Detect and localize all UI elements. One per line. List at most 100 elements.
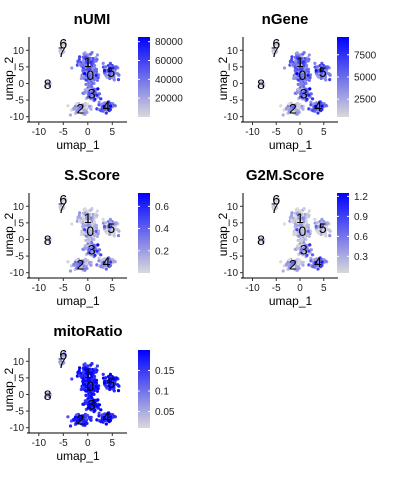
cell-point — [302, 241, 306, 245]
cell-point — [305, 219, 309, 224]
cell-point — [324, 225, 328, 229]
cluster-label: 3 — [88, 396, 96, 412]
x-tick-label: -5 — [59, 438, 68, 449]
cell-point — [104, 267, 108, 271]
cell-point — [108, 372, 112, 376]
cell-point — [78, 55, 82, 59]
x-tick-label: -10 — [32, 283, 47, 294]
cell-point — [292, 76, 296, 81]
cell-point — [274, 42, 278, 46]
colorbar-tick-label: 0.6 — [354, 232, 368, 243]
cell-point — [323, 221, 327, 225]
cell-point — [294, 264, 298, 268]
cell-point — [83, 90, 87, 94]
cell-point — [69, 419, 73, 423]
cell-point — [88, 229, 92, 233]
cell-point — [324, 259, 328, 263]
cell-point — [309, 259, 313, 263]
cell-point — [104, 221, 108, 225]
cell-point — [307, 213, 311, 217]
colorbar — [138, 37, 150, 117]
cell-point — [91, 70, 95, 74]
cluster-label: 5 — [107, 220, 115, 236]
cell-point — [101, 102, 105, 106]
cell-point — [88, 243, 92, 247]
colorbar-tick-label: 0.05 — [155, 407, 175, 418]
cell-point — [301, 216, 305, 220]
cell-point — [298, 67, 302, 71]
cell-point — [89, 216, 93, 220]
cluster-label: 1 — [84, 365, 92, 381]
cell-point — [75, 413, 79, 417]
cell-point — [314, 68, 318, 73]
cluster-label: 3 — [88, 85, 96, 101]
cell-point — [83, 268, 87, 272]
cell-point — [84, 238, 88, 242]
colorbar-tick-label: 2500 — [354, 95, 377, 106]
y-tick-label: 0 — [232, 235, 238, 246]
cluster-label: 3 — [88, 241, 96, 257]
cluster-label: 3 — [300, 241, 308, 257]
cell-point — [94, 77, 98, 81]
cell-point — [99, 265, 103, 269]
y-tick-label: 5 — [18, 218, 24, 229]
cell-point — [314, 104, 318, 108]
cell-point — [302, 51, 306, 55]
cluster-label: 8 — [44, 387, 52, 403]
colorbar-tick-label: 60000 — [155, 56, 183, 67]
cell-point — [81, 224, 85, 229]
y-tick-label: 5 — [18, 373, 24, 384]
x-tick-label: -10 — [245, 127, 260, 138]
cell-point — [79, 266, 83, 270]
cell-point — [96, 231, 100, 236]
y-tick-label: -5 — [15, 407, 24, 418]
cell-point — [89, 60, 93, 64]
cluster-label: 6 — [59, 36, 67, 52]
cell-point — [94, 223, 99, 227]
cell-point — [102, 224, 107, 229]
cell-point — [95, 57, 99, 61]
cluster-label: 8 — [44, 232, 52, 248]
cell-point — [300, 73, 304, 77]
cell-point — [75, 258, 79, 262]
cluster-label: 1 — [84, 210, 92, 226]
cell-point — [309, 248, 313, 252]
cell-point — [91, 226, 95, 230]
cell-point — [107, 256, 111, 260]
cell-point — [326, 221, 330, 225]
cell-point — [116, 383, 120, 387]
colorbar-tick-label: 0.9 — [354, 212, 368, 223]
cell-point — [324, 69, 328, 73]
cell-point — [295, 246, 299, 250]
cell-point — [104, 111, 108, 115]
cluster-label: 3 — [300, 85, 308, 101]
cell-point — [84, 64, 88, 68]
cell-point — [84, 103, 88, 107]
cell-point — [318, 256, 322, 260]
cell-point — [102, 379, 107, 384]
cell-point — [116, 78, 121, 82]
cell-point — [83, 207, 87, 211]
cluster-label: 5 — [319, 220, 327, 236]
cell-point — [296, 106, 301, 110]
cell-point — [72, 106, 76, 110]
cell-point — [112, 103, 116, 107]
cell-point — [96, 243, 100, 247]
cell-point — [313, 61, 317, 65]
cell-point — [297, 234, 301, 238]
cell-point — [93, 63, 97, 68]
cell-point — [84, 234, 89, 238]
cell-point — [274, 198, 278, 202]
cell-point — [275, 50, 279, 54]
cell-point — [306, 229, 310, 233]
colorbar — [337, 37, 349, 117]
cell-point — [72, 417, 76, 421]
y-axis-label: umap_2 — [2, 56, 16, 100]
cell-point — [305, 253, 309, 257]
y-tick-label: -5 — [229, 252, 238, 263]
cell-point — [306, 77, 310, 81]
cell-point — [94, 229, 98, 233]
cell-point — [317, 104, 321, 108]
cluster-label: 5 — [107, 64, 115, 80]
